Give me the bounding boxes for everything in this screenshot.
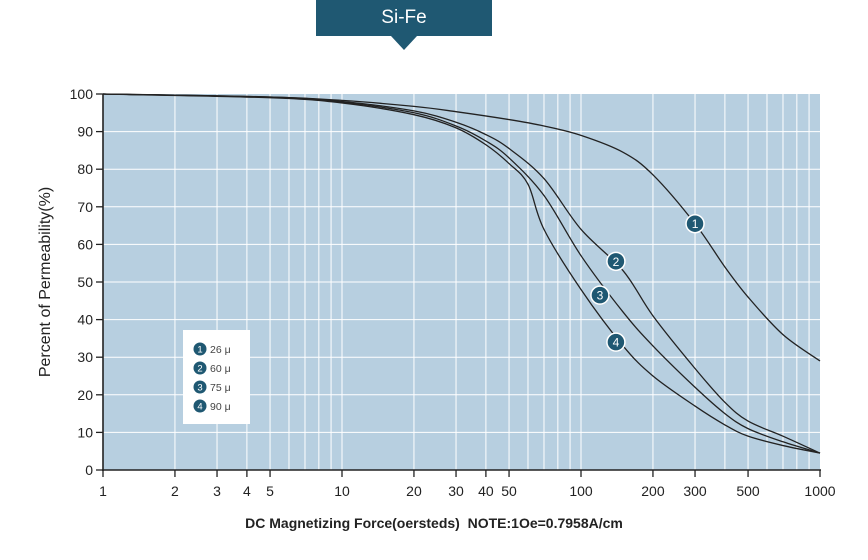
- legend-marker-label: 1: [197, 345, 202, 356]
- x-tick-label: 4: [243, 483, 251, 499]
- legend-marker: [193, 361, 207, 375]
- y-tick-label: 100: [70, 86, 94, 102]
- series-marker-1: 1: [685, 213, 705, 234]
- series-marker-circle: [590, 285, 610, 305]
- legend-item: 2 60 μ: [193, 361, 231, 375]
- y-tick-label: 30: [77, 349, 93, 365]
- legend-label: 26 μ: [210, 344, 231, 356]
- legend-marker-label: 3: [197, 383, 202, 394]
- x-tick-label: 40: [478, 483, 494, 499]
- series-lines: [102, 93, 821, 454]
- legend-item: 4 90 μ: [193, 399, 231, 413]
- legend-item: 3 75 μ: [193, 380, 231, 394]
- series-marker-3: 3: [590, 285, 610, 305]
- legend-item: 1 26 μ: [193, 342, 231, 356]
- series-line-3: [102, 93, 821, 454]
- series-marker-circle: [606, 251, 626, 272]
- series-marker-2: 2: [606, 251, 626, 272]
- legend-marker: [193, 380, 207, 394]
- series-line-1: [102, 93, 821, 362]
- y-tick-label: 70: [77, 199, 93, 215]
- y-tick-label: 50: [77, 274, 93, 290]
- series-marker-label: 2: [613, 255, 620, 269]
- x-tick-label: 10: [334, 483, 350, 499]
- x-tick-label: 100: [569, 483, 593, 499]
- series-marker-circle: [606, 332, 626, 352]
- x-tick-label: 50: [501, 483, 517, 499]
- series-marker-circle: [685, 213, 705, 234]
- x-tick-label: 30: [448, 483, 464, 499]
- y-tick-label: 0: [85, 462, 93, 478]
- x-tick-label: 200: [641, 483, 665, 499]
- y-tick-label: 90: [77, 124, 93, 140]
- legend-marker: [193, 399, 207, 413]
- y-tick-label: 40: [77, 312, 93, 328]
- x-tick-label: 300: [683, 483, 707, 499]
- legend-marker: [193, 342, 207, 356]
- y-tick-label: 20: [77, 387, 93, 403]
- legend-label: 60 μ: [210, 363, 231, 375]
- legend-label: 75 μ: [210, 382, 231, 394]
- y-tick-label: 10: [77, 424, 93, 440]
- chart-title: Si-Fe: [316, 0, 492, 36]
- legend-marker-label: 4: [197, 402, 202, 413]
- series-marker-label: 4: [613, 336, 620, 350]
- y-tick-label: 60: [77, 236, 93, 252]
- x-tick-label: 500: [736, 483, 760, 499]
- title-pointer: [391, 36, 417, 50]
- x-tick-label: 20: [406, 483, 422, 499]
- x-tick-label: 5: [266, 483, 274, 499]
- series-line-2: [102, 93, 821, 454]
- x-tick-label: 2: [171, 483, 179, 499]
- x-tick-label: 3: [213, 483, 221, 499]
- x-axis-label: DC Magnetizing Force(oersteds) NOTE:1Oe=…: [245, 515, 623, 531]
- x-tick-label: 1: [99, 483, 107, 499]
- series-marker-label: 3: [597, 289, 604, 303]
- series-marker-4: 4: [606, 332, 626, 352]
- series-line-4: [102, 93, 821, 454]
- x-tick-label: 1000: [804, 483, 835, 499]
- legend-label: 90 μ: [210, 401, 231, 413]
- legend-marker-label: 2: [197, 364, 202, 375]
- y-axis-label: Percent of Permeability(%): [37, 187, 54, 377]
- series-marker-label: 1: [692, 217, 699, 231]
- series-markers: 1 2 3 4: [590, 213, 705, 352]
- y-tick-label: 80: [77, 161, 93, 177]
- legend: 1 26 μ 2 60 μ 3 75 μ 4 90 μ: [183, 330, 250, 424]
